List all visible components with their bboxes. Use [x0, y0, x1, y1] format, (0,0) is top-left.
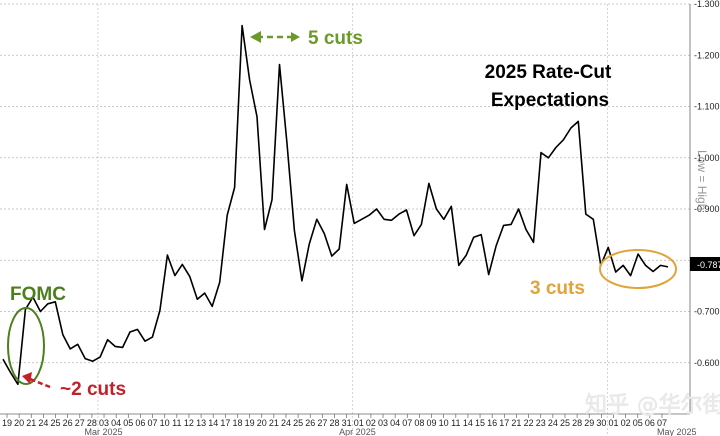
x-tick-label: 23: [536, 418, 546, 428]
svg-text:-: -: [697, 260, 700, 270]
arrow-icon: [22, 372, 32, 384]
series-line: [2, 24, 669, 386]
x-tick-label: 17: [499, 418, 509, 428]
annotation-fomc-label: FOMC: [10, 284, 66, 305]
x-tick-label: 21: [269, 418, 279, 428]
x-tick-label: 24: [281, 418, 291, 428]
annotation-2-cuts: ~2 cuts: [22, 372, 126, 400]
x-tick-label: 31: [342, 418, 352, 428]
x-tick-label: 02: [621, 418, 631, 428]
month-label: May 2025: [657, 427, 697, 436]
x-tick-label: 21: [511, 418, 521, 428]
x-tick-label: 25: [51, 418, 61, 428]
side-axis-label: Low = High: [695, 150, 709, 210]
watermark: 知乎 @华尔街见闻: [585, 392, 720, 418]
last-value-label: 0.787: [700, 260, 720, 270]
x-tick-label: 05: [633, 418, 643, 428]
x-tick-label: 06: [135, 418, 145, 428]
x-tick-label: 12: [184, 418, 194, 428]
x-tick-label: 10: [160, 418, 170, 428]
x-tick-label: 27: [317, 418, 327, 428]
x-tick-label: 06: [645, 418, 655, 428]
x-tick-label: 11: [451, 418, 460, 428]
annotation-5-cuts-label: 5 cuts: [308, 28, 363, 49]
chart-title-line2: Expectations: [491, 90, 609, 111]
x-tick-label: 07: [148, 418, 158, 428]
x-tick-label: 30: [596, 418, 606, 428]
x-tick-label: 04: [390, 418, 400, 428]
x-tick-label: 28: [572, 418, 582, 428]
gridlines: [0, 3, 690, 364]
last-value-box: [690, 257, 720, 271]
month-label: Apr 2025: [339, 427, 376, 436]
x-tick-label: 27: [75, 418, 85, 428]
y-tick-label: -1.100: [694, 102, 720, 112]
y-tick-label: -0.700: [694, 307, 720, 317]
y-tick-label: -1.000: [694, 153, 720, 163]
annotation-fomc: FOMC: [7, 284, 66, 385]
x-tick-label: 14: [208, 418, 218, 428]
x-tick-label: 24: [38, 418, 48, 428]
x-tick-label: 14: [463, 418, 473, 428]
x-tick-label: 01: [354, 418, 364, 428]
x-tick-label: 01: [608, 418, 618, 428]
x-tick-label: 28: [87, 418, 97, 428]
annotation-5-cuts: 5 cuts: [250, 28, 363, 49]
annotation-2-cuts-label: ~2 cuts: [60, 379, 126, 400]
x-tick-label: 11: [172, 418, 181, 428]
3-cuts-ellipse: [599, 249, 677, 289]
y-tick-label: -0.900: [694, 204, 720, 214]
x-tick-label: 09: [427, 418, 437, 428]
x-tick-label: 19: [2, 418, 12, 428]
last-value-marker: - 0.787: [690, 257, 720, 271]
y-tick-label: -1.300: [694, 0, 720, 9]
month-labels: Mar 2025 Apr 2025 May 2025: [84, 427, 696, 436]
x-axis-ticks: 19 20 21 24 25 26 27 28 03 04 05 06 07 10 11 12 13 14 17 18…: [2, 414, 667, 428]
x-tick-label: 24: [548, 418, 558, 428]
x-tick-label: 19: [245, 418, 255, 428]
x-tick-label: 15: [475, 418, 485, 428]
chart-title-line1: 2025 Rate-Cut: [485, 62, 612, 83]
x-tick-label: 28: [329, 418, 339, 428]
x-tick-label: 02: [366, 418, 376, 428]
x-tick-label: 04: [111, 418, 121, 428]
x-tick-label: 25: [560, 418, 570, 428]
y-tick-label: -1.200: [694, 50, 720, 60]
x-tick-label: 25: [293, 418, 303, 428]
right-arrow-icon: [291, 32, 300, 42]
x-tick-label: 20: [257, 418, 267, 428]
y-tick-label: -0.600: [694, 358, 720, 368]
fomc-ellipse: [7, 307, 45, 385]
x-tick-label: 17: [220, 418, 230, 428]
x-tick-label: 03: [99, 418, 109, 428]
x-tick-label: 07: [402, 418, 412, 428]
x-tick-label: 08: [414, 418, 424, 428]
left-arrow-icon: [250, 31, 261, 43]
x-tick-label: 10: [439, 418, 449, 428]
x-tick-label: 05: [123, 418, 133, 428]
x-tick-label: 26: [305, 418, 315, 428]
x-tick-label: 18: [232, 418, 242, 428]
month-label: Mar 2025: [84, 427, 122, 436]
x-tick-label: 03: [378, 418, 388, 428]
annotation-3-cuts-label: 3 cuts: [530, 278, 585, 299]
x-tick-label: 29: [584, 418, 594, 428]
x-tick-label: 21: [26, 418, 36, 428]
annotation-3-cuts: 3 cuts: [530, 249, 677, 299]
vertical-gridlines: [97, 4, 608, 436]
x-tick-label: 13: [196, 418, 206, 428]
x-tick-label: 16: [487, 418, 497, 428]
x-tick-label: 07: [657, 418, 667, 428]
x-tick-label: 20: [14, 418, 24, 428]
x-tick-label: 22: [524, 418, 534, 428]
x-tick-label: 26: [63, 418, 73, 428]
